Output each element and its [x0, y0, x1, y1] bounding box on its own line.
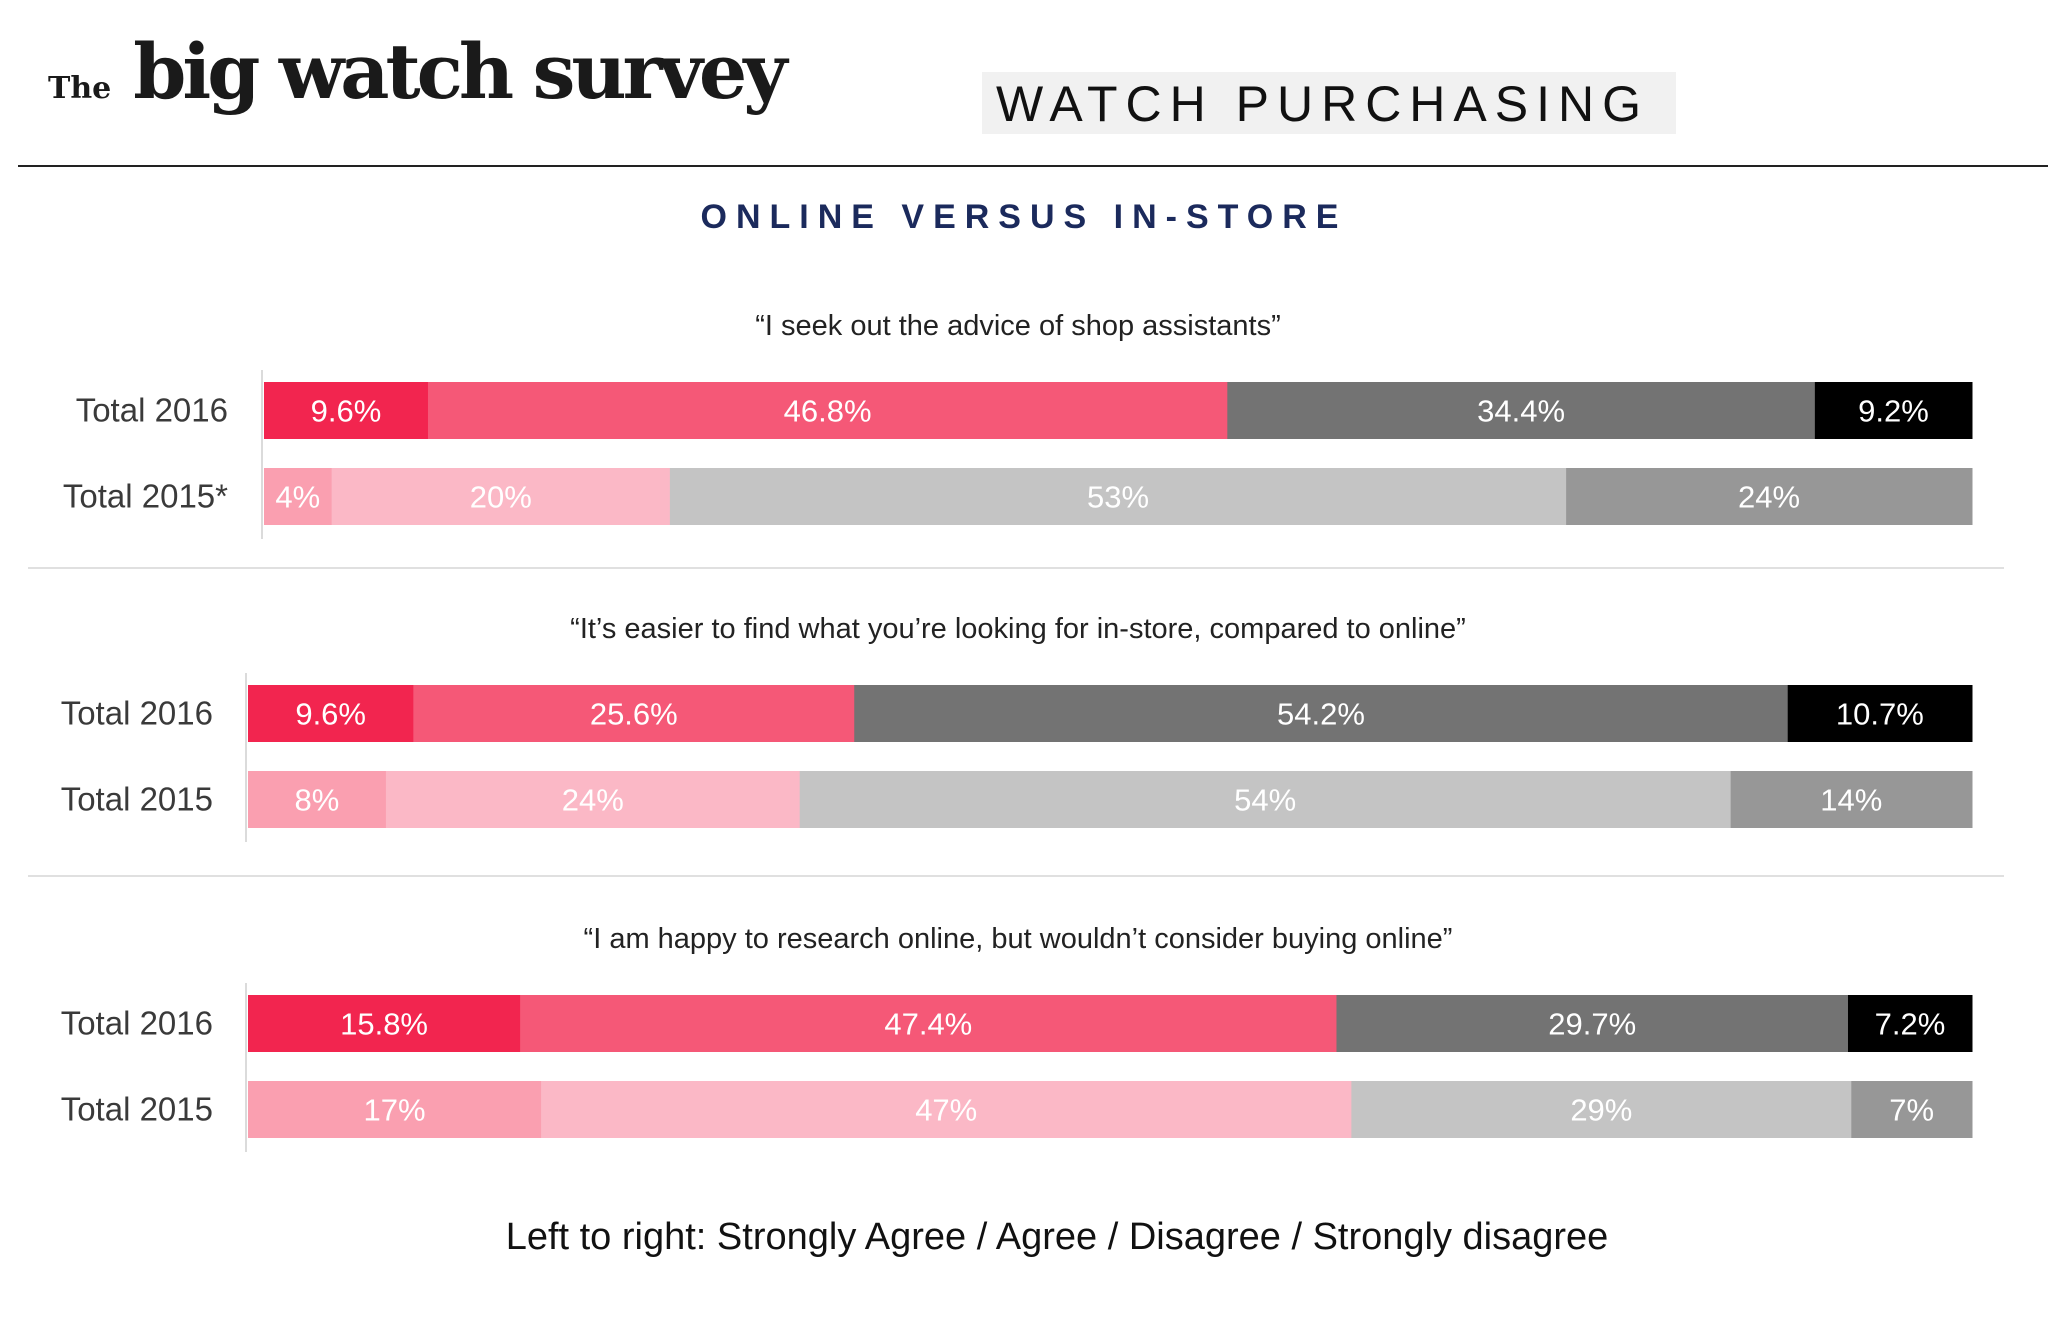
legend-caption: Left to right: Strongly Agree / Agree / …: [505, 1216, 1609, 1258]
data-label: 54.2%: [1277, 697, 1365, 732]
row-label: Total 2016: [61, 1005, 213, 1042]
section-title-box: [982, 72, 1676, 134]
data-label: 46.8%: [784, 394, 872, 429]
bar-segment: [248, 1081, 542, 1138]
data-label: 34.4%: [1477, 394, 1565, 429]
data-label: 8%: [295, 783, 340, 818]
bar-segment: [264, 468, 333, 525]
header-divider: [18, 165, 2048, 167]
bar-segment: [248, 771, 387, 828]
data-label: 29.7%: [1548, 1007, 1636, 1042]
data-label: 20%: [470, 480, 532, 515]
row-label: Total 2015: [61, 781, 213, 818]
statement-label: “I am happy to research online, but woul…: [584, 923, 1453, 955]
data-label: 15.8%: [340, 1007, 428, 1042]
bar-segment: [1566, 468, 1973, 525]
bar-segment: [1351, 1081, 1852, 1138]
data-label: 7%: [1889, 1093, 1934, 1128]
logo-main: big watch survey: [133, 27, 787, 116]
bar-segment: [854, 685, 1789, 742]
statement-label: “I seek out the advice of shop assistant…: [755, 310, 1281, 342]
bar-segment: [264, 382, 429, 439]
bar-segment: [385, 771, 801, 828]
bar-segment: [427, 382, 1228, 439]
data-label: 9.6%: [311, 394, 382, 429]
data-label: 17%: [364, 1093, 426, 1128]
bar-segment: [248, 995, 521, 1052]
bar-segment: [1336, 995, 1849, 1052]
data-label: 25.6%: [590, 697, 678, 732]
data-label: 7.2%: [1875, 1007, 1946, 1042]
row-label: Total 2015*: [63, 478, 228, 515]
data-label: 47.4%: [884, 1007, 972, 1042]
data-label: 10.7%: [1836, 697, 1924, 732]
bar-segment: [248, 685, 414, 742]
bar-segment: [1851, 1081, 1973, 1138]
data-label: 29%: [1570, 1093, 1632, 1128]
data-label: 9.6%: [295, 697, 366, 732]
bar-segment: [1847, 995, 1973, 1052]
statement-label: “It’s easier to find what you’re looking…: [570, 613, 1466, 645]
bar-segment: [799, 771, 1732, 828]
chart-subtitle: ONLINE VERSUS IN-STORE: [700, 198, 1348, 236]
bar-segment: [331, 468, 671, 525]
bar-segment: [413, 685, 855, 742]
data-label: 54%: [1234, 783, 1296, 818]
logo-the: The: [48, 71, 112, 106]
data-label: 47%: [915, 1093, 977, 1128]
row-label: Total 2016: [61, 695, 213, 732]
bar-segment: [669, 468, 1567, 525]
bar-segment: [541, 1081, 1352, 1138]
survey-logo: The big watch survey: [48, 27, 787, 144]
bar-segment: [1787, 685, 1973, 742]
data-label: 53%: [1087, 480, 1149, 515]
data-label: 24%: [1738, 480, 1800, 515]
row-label: Total 2016: [76, 392, 228, 429]
bar-segment: [1814, 382, 1973, 439]
bar-segment: [1730, 771, 1973, 828]
bar-segment: [520, 995, 1337, 1052]
data-label: 4%: [275, 480, 320, 515]
data-label: 9.2%: [1858, 394, 1929, 429]
data-label: 14%: [1820, 783, 1882, 818]
bar-segment: [1227, 382, 1816, 439]
row-label: Total 2015: [61, 1091, 213, 1128]
data-label: 24%: [562, 783, 624, 818]
section-title: WATCH PURCHASING: [996, 76, 1649, 132]
